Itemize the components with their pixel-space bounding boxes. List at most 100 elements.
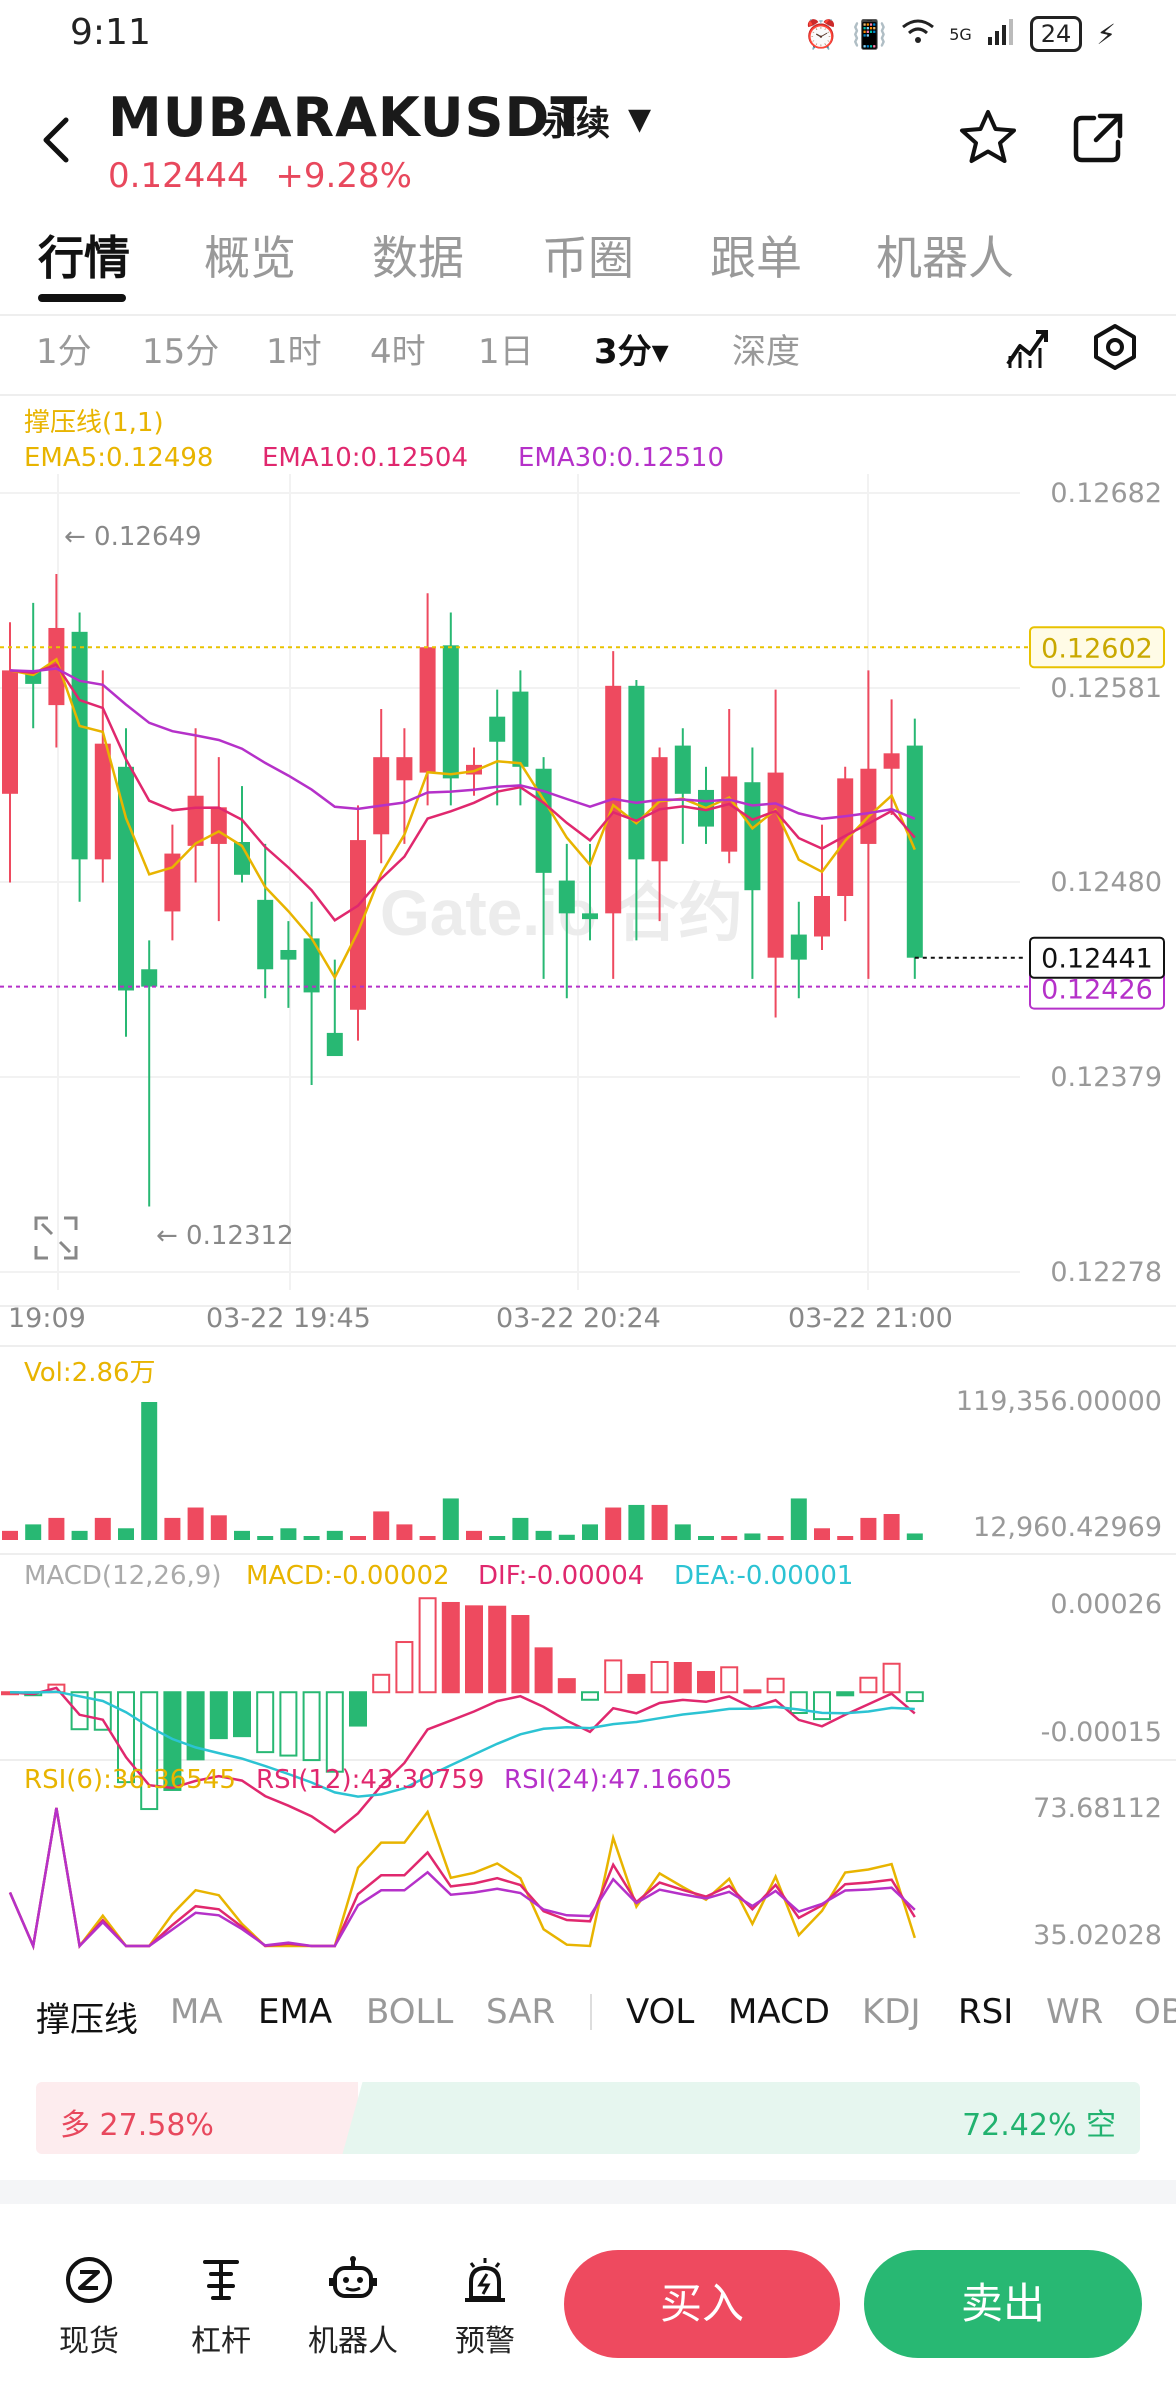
support-resistance-label: 撑压线(1,1) (24, 408, 164, 438)
candle-body (234, 842, 250, 875)
candle-body (628, 685, 645, 860)
contract-type[interactable]: 永续 (542, 104, 610, 144)
volume-axis-max: 119,356.00000 (956, 1386, 1162, 1417)
macd-histogram-bar (349, 1691, 367, 1727)
interval-1m[interactable]: 1分 (36, 332, 92, 372)
macd-axis-min: -0.00015 (1041, 1717, 1162, 1748)
candle-body (767, 772, 784, 958)
nav-spot[interactable]: 现货 (34, 2254, 144, 2360)
candle-body (210, 807, 227, 844)
depth-tab[interactable]: 深度 (732, 332, 800, 372)
back-arrow-icon[interactable] (32, 110, 82, 170)
last-price: 0.12444 (108, 156, 249, 196)
candle-body (396, 757, 413, 781)
interval-15m[interactable]: 15分 (142, 332, 220, 372)
charging-icon: ⚡ (1096, 17, 1116, 51)
macd-histogram-bar (209, 1691, 228, 1740)
divider (0, 314, 1176, 316)
kline-chart[interactable]: Gate.io 合约 0.126820.125810.124800.123790… (0, 390, 1176, 1970)
resistance-tag-text: 0.12602 (1041, 633, 1153, 664)
macd-histogram-bar (859, 1676, 878, 1694)
chart-grid (0, 474, 1176, 1761)
volume-bar (744, 1533, 761, 1540)
divider (0, 394, 1176, 396)
candle-body (674, 745, 691, 794)
favorite-star-icon[interactable] (956, 106, 1020, 170)
alarm-icon: ⏰ (803, 17, 839, 51)
nav-bot-label: 机器人 (308, 2324, 398, 2359)
tab-overview[interactable]: 概览 (204, 231, 296, 285)
ind-support-resistance[interactable]: 撑压线 (36, 2000, 138, 2040)
rsi-panel (8, 1807, 916, 1951)
volume-bar (883, 1514, 900, 1540)
indicator-tabs: 撑压线 MA EMA BOLL SAR VOL MACD KDJ RSI WR … (0, 1984, 1176, 2044)
macd-histogram-bar (743, 1689, 762, 1694)
nav-alert-label: 预警 (455, 2324, 515, 2359)
interval-1d[interactable]: 1日 (478, 332, 534, 372)
candle-body (721, 776, 738, 852)
tab-coin-circle[interactable]: 币圈 (542, 231, 634, 285)
ema-legend-label: EMA10:0.12504 (262, 443, 468, 473)
macd-histogram-bar (93, 1691, 112, 1731)
ind-obv[interactable]: OB (1134, 1992, 1176, 2032)
buy-button[interactable]: 买入 (564, 2250, 840, 2358)
candle-body (582, 913, 598, 920)
candle-body (187, 795, 204, 846)
rsi-legend-label: RSI(24):47.16605 (504, 1765, 732, 1795)
ema5-line (9, 657, 916, 981)
macd-histogram-bar (186, 1691, 205, 1761)
volume-bar (257, 1536, 274, 1540)
ind-rsi[interactable]: RSI (958, 1992, 1014, 2032)
ind-kdj[interactable]: KDJ (862, 1992, 921, 2032)
candle-body (118, 766, 134, 991)
kline-chart-area[interactable]: Gate.io 合约 0.12682 0.12581 0.12480 0.12379 0… (0, 390, 1176, 1970)
pair-dropdown-icon[interactable]: ▼ (628, 102, 652, 137)
ind-ema[interactable]: EMA (258, 1992, 333, 2032)
tab-data[interactable]: 数据 (372, 231, 464, 285)
nav-bot[interactable]: 机器人 (298, 2254, 408, 2360)
candle-body (326, 1032, 343, 1057)
volume-bar (466, 1530, 482, 1540)
volume-bar (906, 1533, 923, 1540)
volume-bar (280, 1528, 297, 1540)
tab-bots[interactable]: 机器人 (876, 231, 1014, 285)
macd-histogram-bar (534, 1647, 553, 1694)
price-axis-label: 0.12682 (1050, 478, 1162, 509)
ind-ma[interactable]: MA (170, 1992, 223, 2032)
tab-copy-trade[interactable]: 跟单 (710, 231, 802, 285)
interval-1h[interactable]: 1时 (266, 332, 322, 372)
settings-hexagon-icon[interactable] (1090, 322, 1140, 372)
macd-histogram-bar (905, 1691, 924, 1703)
price-line: 0.12444 +9.28% (108, 156, 412, 196)
sell-button[interactable]: 卖出 (864, 2250, 1142, 2358)
wifi-icon (901, 17, 935, 52)
volume-bar (71, 1530, 88, 1540)
macd-histogram-bar (70, 1691, 89, 1731)
volume-bar (837, 1536, 854, 1540)
ind-sar[interactable]: SAR (486, 1992, 556, 2032)
interval-3m-dropdown[interactable]: 3分▾ (594, 332, 669, 372)
ind-wr[interactable]: WR (1046, 1992, 1104, 2032)
interval-4h[interactable]: 4时 (370, 332, 426, 372)
tab-market[interactable]: 行情 (38, 231, 130, 285)
candle-body (350, 840, 366, 1010)
share-icon[interactable] (1068, 108, 1128, 168)
indicator-divider (590, 1994, 592, 2030)
indicator-chart-icon[interactable] (1002, 322, 1052, 372)
volume-bar (94, 1517, 111, 1540)
price-axis-label: 0.12379 (1050, 1062, 1162, 1093)
pair-title[interactable]: MUBARAKUSDT (108, 86, 589, 149)
volume-bar (860, 1517, 877, 1540)
macd-legend-value: MACD:-0.00002 (246, 1561, 450, 1591)
ind-macd[interactable]: MACD (728, 1992, 830, 2032)
nav-alert[interactable]: 预警 (430, 2254, 540, 2360)
macd-histogram-bar (418, 1597, 437, 1694)
ind-boll[interactable]: BOLL (366, 1992, 454, 2032)
nav-margin[interactable]: 杠杆 (166, 2254, 276, 2360)
volume-bar (698, 1536, 714, 1540)
ema10-line (9, 663, 916, 922)
macd-histogram-bar (627, 1673, 646, 1694)
volume-bar (350, 1536, 366, 1540)
ind-vol[interactable]: VOL (626, 1992, 695, 2032)
volume-bar (303, 1536, 320, 1540)
